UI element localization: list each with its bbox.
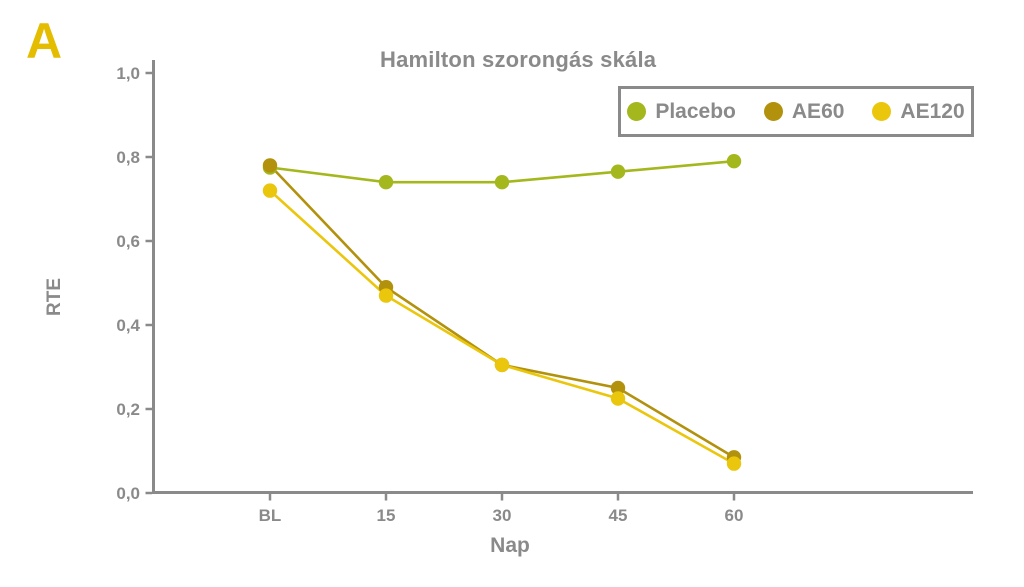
y-tick-label: 0,2	[116, 400, 140, 419]
legend-swatch-ae120	[872, 102, 892, 121]
x-tick-label: 60	[725, 506, 744, 525]
y-tick-label: 0,8	[116, 148, 140, 167]
data-point-placebo	[378, 175, 394, 190]
x-tick-label: BL	[259, 506, 282, 525]
legend-swatch-ae60	[763, 102, 783, 121]
data-point-placebo	[610, 164, 626, 179]
data-point-ae120	[726, 456, 742, 471]
legend: Placebo AE60 AE120	[618, 86, 974, 137]
legend-item-ae60: AE60	[763, 99, 845, 124]
legend-label: AE120	[900, 99, 965, 123]
y-axis-label: RTE	[44, 278, 65, 316]
panel-label: A	[26, 13, 63, 69]
series-line-ae120	[269, 189, 735, 465]
data-point-ae120	[378, 288, 394, 303]
legend-swatch-placebo	[627, 102, 647, 121]
data-point-placebo	[494, 175, 510, 190]
data-point-ae120	[262, 183, 278, 198]
y-tick-label: 0,4	[116, 316, 140, 335]
legend-item-ae120: AE120	[872, 99, 965, 124]
data-point-ae60	[610, 380, 626, 396]
legend-item-placebo: Placebo	[627, 100, 736, 124]
y-tick-label: 0,6	[116, 232, 140, 251]
x-tick-label: 30	[493, 506, 512, 525]
x-axis-label: Nap	[490, 534, 530, 557]
data-point-placebo	[726, 154, 742, 169]
series-line-ae60	[269, 164, 735, 459]
chart-title: Hamilton szorongás skála	[380, 47, 657, 72]
x-tick-label: 45	[609, 506, 628, 525]
data-point-ae120	[494, 357, 510, 373]
legend-label: Placebo	[655, 99, 736, 123]
y-tick-label: 1,0	[116, 64, 140, 83]
x-tick-label: 15	[377, 506, 396, 525]
data-point-ae120	[610, 391, 626, 406]
data-point-ae60	[262, 158, 278, 173]
y-tick-label: 0,0	[116, 484, 140, 503]
legend-label: AE60	[791, 99, 845, 123]
